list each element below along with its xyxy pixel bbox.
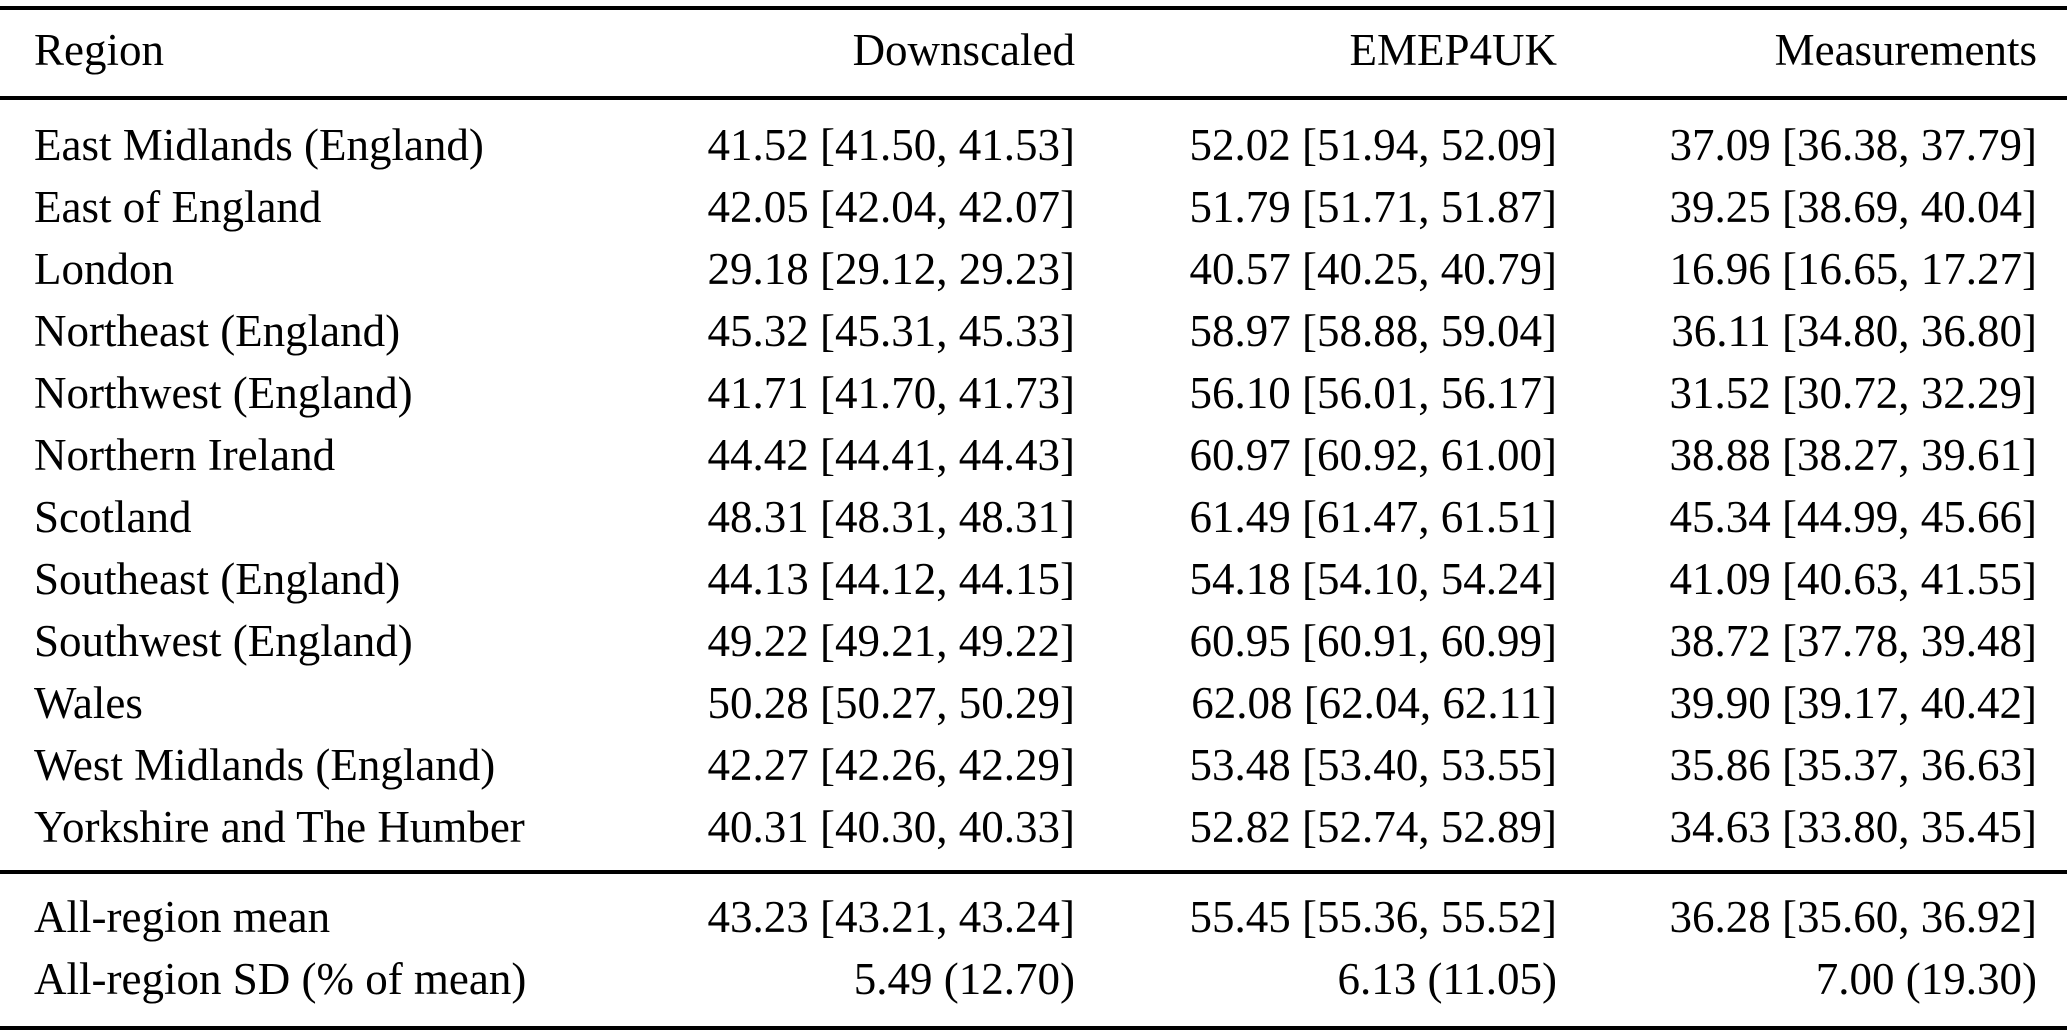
table-row: Scotland 48.31 [48.31, 48.31] 61.49 [61.… [0, 486, 2067, 548]
table-row: Wales 50.28 [50.27, 50.29] 62.08 [62.04,… [0, 672, 2067, 734]
downscaled-cell: 43.23 [43.21, 43.24] [707, 892, 1075, 942]
downscaled-cell: 42.27 [42.26, 42.29] [707, 740, 1075, 790]
downscaled-cell: 44.13 [44.12, 44.15] [707, 554, 1075, 604]
measurements-cell: 38.72 [37.78, 39.48] [1669, 616, 2037, 666]
emep4uk-cell: 51.79 [51.71, 51.87] [1189, 182, 1557, 232]
region-cell: All-region SD (% of mean) [34, 954, 527, 1004]
emep4uk-cell: 56.10 [56.01, 56.17] [1189, 368, 1557, 418]
region-cell: All-region mean [34, 892, 331, 942]
emep4uk-cell: 58.97 [58.88, 59.04] [1189, 306, 1557, 356]
downscaled-cell: 45.32 [45.31, 45.33] [707, 306, 1075, 356]
region-cell: East Midlands (England) [34, 120, 484, 170]
region-cell: Northern Ireland [34, 430, 336, 480]
table-row: London 29.18 [29.12, 29.23] 40.57 [40.25… [0, 238, 2067, 300]
emep4uk-cell: 40.57 [40.25, 40.79] [1189, 244, 1557, 294]
table-row: Southwest (England) 49.22 [49.21, 49.22]… [0, 610, 2067, 672]
emep4uk-cell: 61.49 [61.47, 61.51] [1189, 492, 1557, 542]
emep4uk-cell: 52.82 [52.74, 52.89] [1075, 796, 1557, 874]
measurements-cell: 36.28 [35.60, 36.92] [1669, 892, 2037, 942]
measurements-cell: 39.25 [38.69, 40.04] [1669, 182, 2037, 232]
measurements-cell: 41.09 [40.63, 41.55] [1669, 554, 2037, 604]
downscaled-cell: 41.52 [41.50, 41.53] [707, 120, 1075, 170]
region-rows: East Midlands (England) 41.52 [41.50, 41… [0, 98, 2067, 874]
table-row: West Midlands (England) 42.27 [42.26, 42… [0, 734, 2067, 796]
column-header-emep4uk: EMEP4UK [1075, 8, 1557, 100]
measurements-cell: 37.09 [36.38, 37.79] [1669, 120, 2037, 170]
emep4uk-cell: 62.08 [62.04, 62.11] [1191, 678, 1557, 728]
region-cell: Southwest (England) [34, 616, 413, 666]
region-cell: Northwest (England) [34, 368, 413, 418]
emep4uk-cell: 54.18 [54.10, 54.24] [1189, 554, 1557, 604]
table-row: Southeast (England) 44.13 [44.12, 44.15]… [0, 548, 2067, 610]
region-cell: London [34, 244, 174, 294]
downscaled-cell: 40.31 [40.30, 40.33] [630, 796, 1075, 874]
column-header-downscaled: Downscaled [630, 8, 1075, 100]
column-header-region: Region [0, 8, 630, 100]
measurements-cell: 39.90 [39.17, 40.42] [1669, 678, 2037, 728]
table-row: All-region SD (% of mean) 5.49 (12.70) 6… [0, 948, 2067, 1028]
measurements-cell: 34.63 [33.80, 35.45] [1557, 796, 2067, 874]
emep4uk-cell: 52.02 [51.94, 52.09] [1189, 120, 1557, 170]
table-row: Northeast (England) 45.32 [45.31, 45.33]… [0, 300, 2067, 362]
downscaled-cell: 44.42 [44.41, 44.43] [707, 430, 1075, 480]
emep4uk-cell: 53.48 [53.40, 53.55] [1189, 740, 1557, 790]
downscaled-cell: 5.49 (12.70) [853, 954, 1075, 1004]
regional-comparison-table: Region Downscaled EMEP4UK Measurements E… [0, 6, 2067, 1030]
measurements-cell: 7.00 (19.30) [1815, 954, 2037, 1004]
measurements-cell: 16.96 [16.65, 17.27] [1669, 244, 2037, 294]
region-cell: Southeast (England) [34, 554, 401, 604]
emep4uk-cell: 55.45 [55.36, 55.52] [1189, 892, 1557, 942]
table-row: East Midlands (England) 41.52 [41.50, 41… [0, 98, 2067, 176]
emep4uk-cell: 60.95 [60.91, 60.99] [1189, 616, 1557, 666]
downscaled-cell: 49.22 [49.21, 49.22] [707, 616, 1075, 666]
summary-rows: All-region mean 43.23 [43.21, 43.24] 55.… [0, 872, 2067, 1028]
measurements-cell: 45.34 [44.99, 45.66] [1669, 492, 2037, 542]
table-row: Northern Ireland 44.42 [44.41, 44.43] 60… [0, 424, 2067, 486]
table-row: Yorkshire and The Humber 40.31 [40.30, 4… [0, 796, 2067, 874]
table-row: Northwest (England) 41.71 [41.70, 41.73]… [0, 362, 2067, 424]
downscaled-cell: 42.05 [42.04, 42.07] [707, 182, 1075, 232]
emep4uk-cell: 6.13 (11.05) [1337, 954, 1557, 1004]
measurements-cell: 38.88 [38.27, 39.61] [1669, 430, 2037, 480]
table-row: East of England 42.05 [42.04, 42.07] 51.… [0, 176, 2067, 238]
region-cell: Northeast (England) [34, 306, 401, 356]
table-row: All-region mean 43.23 [43.21, 43.24] 55.… [0, 872, 2067, 948]
header-row: Region Downscaled EMEP4UK Measurements [0, 8, 2067, 100]
emep4uk-cell: 60.97 [60.92, 61.00] [1189, 430, 1557, 480]
table-header: Region Downscaled EMEP4UK Measurements [0, 8, 2067, 100]
region-cell: East of England [34, 182, 322, 232]
measurements-cell: 35.86 [35.37, 36.63] [1669, 740, 2037, 790]
region-cell: West Midlands (England) [34, 740, 496, 790]
region-cell: Scotland [34, 492, 192, 542]
downscaled-cell: 48.31 [48.31, 48.31] [707, 492, 1075, 542]
column-header-measurements: Measurements [1557, 8, 2067, 100]
region-cell: Yorkshire and The Humber [0, 796, 630, 874]
measurements-cell: 31.52 [30.72, 32.29] [1669, 368, 2037, 418]
downscaled-cell: 29.18 [29.12, 29.23] [707, 244, 1075, 294]
downscaled-cell: 41.71 [41.70, 41.73] [707, 368, 1075, 418]
region-cell: Wales [34, 678, 143, 728]
measurements-cell: 36.11 [34.80, 36.80] [1671, 306, 2037, 356]
downscaled-cell: 50.28 [50.27, 50.29] [707, 678, 1075, 728]
